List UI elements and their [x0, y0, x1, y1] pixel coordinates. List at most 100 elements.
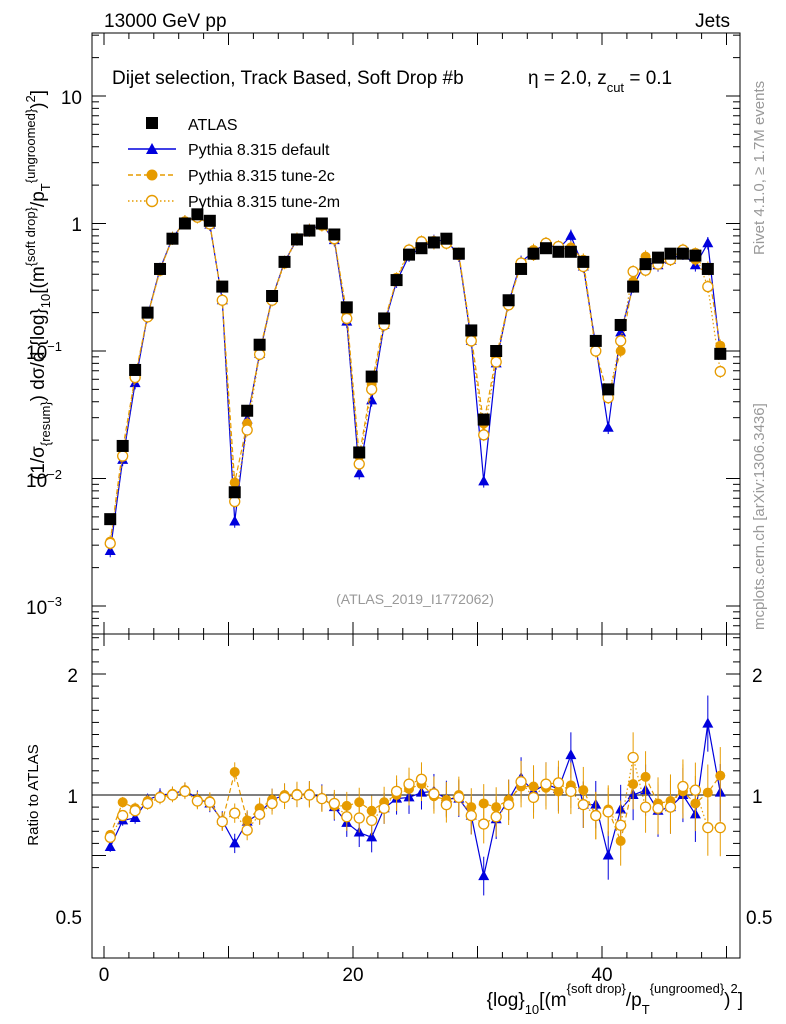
atlas-point [652, 251, 665, 264]
main-y-tick-10: 10 [61, 88, 82, 109]
atlas-point [266, 290, 279, 303]
atlas-point [129, 363, 142, 376]
data-point [229, 515, 241, 526]
x-tick-labels: 0 20 40 [99, 965, 613, 986]
ratio-point [328, 797, 340, 810]
atlas-point [602, 383, 615, 396]
plot-title-cut-val: = 0.1 [624, 68, 672, 89]
ratio-point [166, 789, 179, 801]
ratio-point [253, 808, 266, 821]
data-point [615, 346, 626, 356]
ratio-point [316, 792, 328, 805]
data-point [478, 475, 490, 486]
data-point [615, 335, 627, 347]
ratio-point [104, 831, 116, 843]
category-label: Jets [695, 11, 730, 32]
mcplots-label: mcplots.cern.ch [arXiv:1306.3436] [751, 403, 768, 630]
ratio-y-tick-2-right: 2 [752, 666, 763, 687]
atlas-point [166, 232, 179, 245]
ratio-point [478, 870, 490, 881]
series-line [109, 215, 721, 552]
plot-title: Dijet selection, Track Based, Soft Drop … [112, 68, 464, 89]
ratio-point [639, 801, 652, 813]
ratio-point [552, 777, 565, 789]
ratio-point [715, 770, 726, 781]
ratio-point [627, 751, 639, 764]
data-point [478, 429, 490, 441]
ratio-y-tick-labels: 2 1 0.5 2 1 0.5 [56, 666, 773, 929]
series-pythia-8.315-tune-2m [104, 210, 726, 550]
ratio-point [291, 789, 303, 801]
atlas-point [664, 247, 677, 260]
main-y-tick-1e-2: 10−2 [26, 467, 62, 492]
atlas-point [403, 248, 416, 261]
data-point [229, 477, 240, 488]
ratio-point [229, 837, 241, 848]
main-y-tick-1e-1: 10−1 [26, 339, 62, 364]
ratio-point [428, 788, 440, 800]
atlas-point [303, 224, 316, 237]
rivet-label: Rivet 4.1.0, ≥ 1.7M events [751, 81, 768, 255]
legend-marker-tune2m [145, 194, 159, 208]
ratio-point [590, 809, 602, 822]
atlas-point [639, 258, 652, 271]
ratio-plot-frame [91, 633, 741, 959]
data-point [565, 229, 577, 240]
ratio-point [615, 819, 627, 831]
atlas-point [365, 370, 378, 383]
data-point [366, 383, 378, 396]
atlas-point [278, 255, 291, 268]
data-point [702, 237, 714, 248]
ratio-y-tick-2-left: 2 [67, 666, 78, 687]
data-point [104, 537, 116, 550]
atlas-point [178, 217, 191, 230]
atlas-point [116, 439, 129, 452]
atlas-point [427, 236, 440, 249]
atlas-point [390, 274, 403, 287]
ratio-point [179, 785, 191, 798]
atlas-point [340, 301, 353, 314]
atlas-point [627, 280, 640, 293]
ratio-point [229, 767, 240, 778]
atlas-point [452, 247, 465, 260]
ratio-point [104, 841, 116, 852]
atlas-point [315, 217, 328, 230]
ratio-point [465, 809, 477, 822]
ratio-point [241, 824, 253, 836]
data-point [366, 394, 378, 405]
x-tick-20: 20 [342, 965, 363, 986]
legend-label-atlas: ATLAS [188, 117, 238, 134]
x-tick-0: 0 [99, 965, 110, 986]
main-plot-series [104, 208, 727, 558]
ratio-pythia-8.315-tune-2m [104, 732, 726, 857]
ratio-point [702, 787, 713, 798]
legend-marker-tune2c [146, 169, 158, 181]
data-point [590, 345, 602, 357]
plot-title-eta: η = 2.0, z [528, 68, 607, 89]
ratio-point [565, 785, 577, 798]
data-point [253, 348, 266, 361]
atlas-point [228, 486, 241, 499]
data-point [216, 294, 228, 306]
atlas-point [241, 404, 254, 417]
data-point [353, 467, 365, 478]
y-axis-label-main: (1/σ{resum}) dσ/d {log}10[(m{soft drop}/… [23, 90, 53, 480]
legend-label-tune2c: Pythia 8.315 tune-2c [188, 168, 335, 185]
data-point [241, 424, 253, 436]
ratio-point [117, 809, 129, 822]
plot-title-cut-sub: cut [607, 80, 625, 95]
atlas-point [714, 347, 727, 360]
ratio-point [390, 785, 403, 798]
ratio-point [677, 780, 689, 793]
data-point [714, 365, 726, 378]
ratio-point [154, 791, 166, 804]
data-point [104, 545, 116, 556]
legend-marker-default [146, 143, 158, 154]
atlas-point [378, 312, 391, 325]
ratio-point [117, 797, 128, 808]
series-line [109, 216, 721, 542]
ratio-point [403, 778, 415, 790]
atlas-point [577, 255, 590, 268]
ratio-point [714, 822, 726, 834]
main-y-tick-labels: 10 1 10−1 10−2 10−3 [26, 88, 82, 619]
